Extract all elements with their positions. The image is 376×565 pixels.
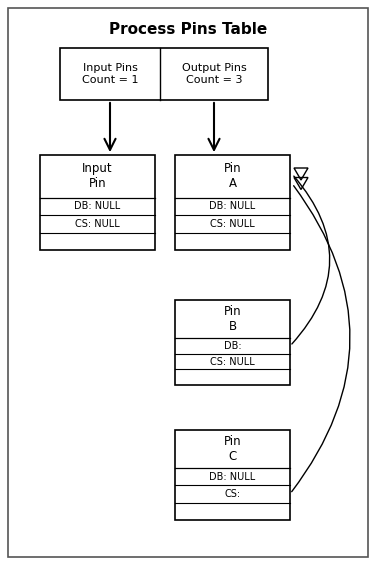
Text: Process Pins Table: Process Pins Table <box>109 23 267 37</box>
Bar <box>175 430 290 520</box>
Text: Pin
C: Pin C <box>224 435 241 463</box>
Bar <box>40 155 155 250</box>
Text: Pin
B: Pin B <box>224 305 241 333</box>
Text: Input
Pin: Input Pin <box>82 162 113 190</box>
FancyArrowPatch shape <box>292 186 350 492</box>
Text: CS: NULL: CS: NULL <box>210 357 255 367</box>
Bar <box>175 300 290 385</box>
Bar <box>60 48 268 100</box>
Text: CS: NULL: CS: NULL <box>75 219 120 229</box>
Text: Pin
A: Pin A <box>224 162 241 190</box>
Text: DB: NULL: DB: NULL <box>209 472 256 481</box>
Text: DB: NULL: DB: NULL <box>74 202 121 211</box>
Text: Input Pins
Count = 1: Input Pins Count = 1 <box>82 63 138 85</box>
Text: Output Pins
Count = 3: Output Pins Count = 3 <box>182 63 246 85</box>
FancyArrowPatch shape <box>292 176 330 344</box>
Text: CS:: CS: <box>224 489 241 499</box>
Text: CS: NULL: CS: NULL <box>210 219 255 229</box>
Text: DB:: DB: <box>224 341 241 351</box>
Bar <box>175 155 290 250</box>
Text: DB: NULL: DB: NULL <box>209 202 256 211</box>
